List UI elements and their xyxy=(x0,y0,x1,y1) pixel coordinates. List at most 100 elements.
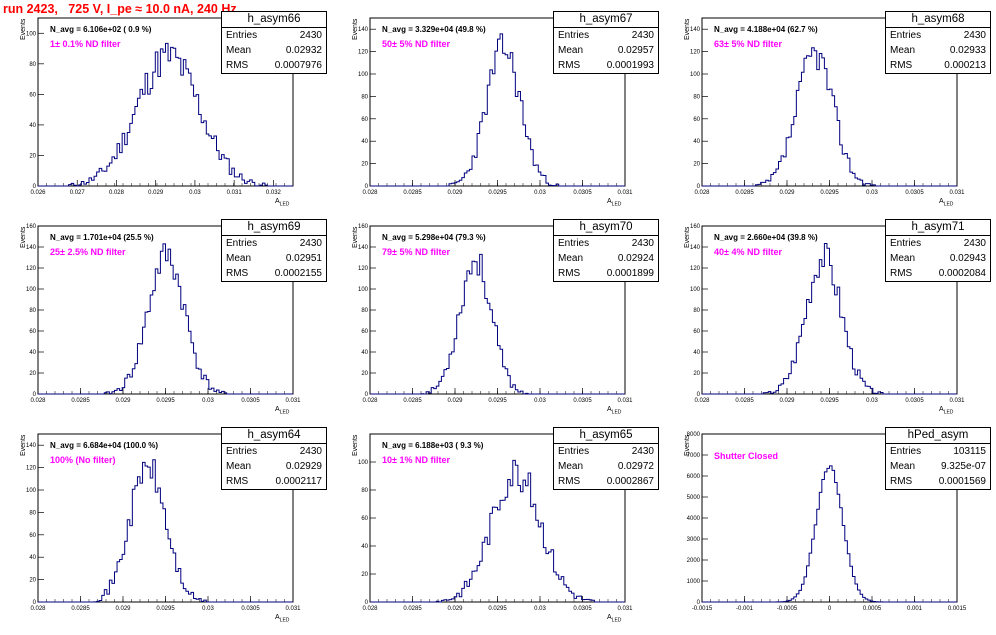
histogram-panel: 0 20 40 60 80 100 120 140 0.028 0.0285 0.029 0.0295… xyxy=(664,11,994,219)
x-tick-label: 0.0285 xyxy=(735,190,754,196)
y-axis-title: Events xyxy=(684,226,691,248)
stats-rms-value: 0.0001993 xyxy=(606,60,654,71)
stats-entries-label: Entries xyxy=(890,446,922,457)
histogram-name: h_asym68 xyxy=(886,12,990,28)
stats-row-rms: RMS 0.0002155 xyxy=(222,266,326,281)
x-tick-label: 0.031 xyxy=(617,606,633,612)
histogram-name: h_asym65 xyxy=(554,428,658,444)
histogram-series xyxy=(38,459,293,603)
x-tick-label: -0.0005 xyxy=(777,606,798,612)
stats-row-entries: Entries 2430 xyxy=(886,28,990,43)
x-tick-label: 0.03 xyxy=(189,190,201,196)
x-tick-label: 0.0285 xyxy=(735,398,754,404)
filter-label: 79± 5% ND filter xyxy=(382,247,450,257)
x-tick-label: 0.0305 xyxy=(241,398,260,404)
x-tick-label: -0.001 xyxy=(736,606,754,612)
histogram-name: hPed_asym xyxy=(886,428,990,444)
x-tick-label: 0.03 xyxy=(202,398,214,404)
filter-label: 50± 5% ND filter xyxy=(382,39,450,49)
x-tick-label: 0.001 xyxy=(907,606,923,612)
y-tick-label: 40 xyxy=(361,350,368,356)
histogram-series xyxy=(38,243,293,395)
histogram-plot: 0 20 40 60 80 100 120 140 0.028 0.0285 0.029 0.0295… xyxy=(690,17,965,196)
x-tick-label: 0.032 xyxy=(266,190,282,196)
histogram-plot: 0 20 40 60 80 100 120 140 0.028 0.0285 0.029 0.0295… xyxy=(26,433,301,612)
stats-rms-value: 0.0001569 xyxy=(938,476,986,487)
stats-row-mean: Mean 0.02972 xyxy=(554,459,658,474)
stats-row-rms: RMS 0.0002867 xyxy=(554,474,658,489)
histogram-name: h_asym67 xyxy=(554,12,658,28)
y-tick-label: 60 xyxy=(693,117,700,123)
y-tick-label: 140 xyxy=(690,27,701,33)
x-tick-label: 0.027 xyxy=(70,190,86,196)
y-tick-label: 80 xyxy=(29,510,36,516)
stats-mean-label: Mean xyxy=(226,253,252,264)
stats-row-entries: Entries 2430 xyxy=(554,28,658,43)
stats-entries-value: 2430 xyxy=(963,238,986,249)
stats-row-mean: Mean 0.02932 xyxy=(222,43,326,58)
stats-row-mean: Mean 0.02933 xyxy=(886,43,990,58)
y-tick-label: 100 xyxy=(26,31,37,37)
y-tick-label: 160 xyxy=(358,224,369,230)
y-tick-label: 100 xyxy=(358,287,369,293)
histogram-series xyxy=(370,253,625,395)
y-tick-label: 60 xyxy=(693,329,700,335)
x-tick-label: 0.0295 xyxy=(156,398,175,404)
stats-box: h_asym66 Entries 2430 Mean 0.02932 RMS 0.00079… xyxy=(221,11,327,74)
stats-entries-label: Entries xyxy=(558,30,590,41)
stats-row-entries: Entries 2430 xyxy=(554,236,658,251)
histogram-series xyxy=(370,459,625,603)
x-axis-title-main: A xyxy=(607,614,612,621)
y-tick-label: 140 xyxy=(358,245,369,251)
y-tick-label: 100 xyxy=(690,72,701,78)
x-tick-label: 0.028 xyxy=(30,398,46,404)
histogram-panel: 0 20 40 60 80 100 120 140 160 0.028 0.0285 0.029 0.0… xyxy=(0,219,330,427)
stats-box: h_asym67 Entries 2430 Mean 0.02957 RMS 0.00019… xyxy=(553,11,659,74)
stats-entries-label: Entries xyxy=(558,238,590,249)
y-tick-label: 60 xyxy=(361,516,368,522)
x-axis-title-sub: LED xyxy=(611,409,622,416)
x-tick-label: 0.0295 xyxy=(820,398,839,404)
stats-entries-label: Entries xyxy=(226,238,258,249)
stats-box: hPed_asym Entries 103115 Mean 9.325e-07 RMS 0.… xyxy=(885,427,991,490)
x-tick-label: 0.029 xyxy=(148,190,164,196)
stats-entries-label: Entries xyxy=(226,30,258,41)
x-axis-title-main: A xyxy=(275,198,280,205)
y-tick-label: 120 xyxy=(358,266,369,272)
x-tick-label: -0.0015 xyxy=(692,606,713,612)
y-tick-label: 80 xyxy=(361,94,368,100)
y-tick-label: 100 xyxy=(26,287,37,293)
stats-mean-value: 0.02951 xyxy=(285,253,322,264)
y-tick-label: 8000 xyxy=(687,432,701,438)
x-tick-label: 0.029 xyxy=(447,190,463,196)
stats-mean-value: 9.325e-07 xyxy=(940,461,986,472)
y-tick-label: 160 xyxy=(26,224,37,230)
y-tick-label: 100 xyxy=(358,72,369,78)
stats-rms-value: 0.000213 xyxy=(944,60,986,71)
y-tick-label: 40 xyxy=(693,139,700,145)
stats-row-mean: Mean 0.02951 xyxy=(222,251,326,266)
y-tick-label: 140 xyxy=(26,245,37,251)
stats-entries-label: Entries xyxy=(890,238,922,249)
stats-mean-value: 0.02929 xyxy=(285,461,322,472)
x-axis-title: ALED xyxy=(607,614,621,623)
stats-mean-label: Mean xyxy=(226,461,252,472)
y-tick-label: 80 xyxy=(693,94,700,100)
stats-mean-value: 0.02943 xyxy=(949,253,986,264)
y-tick-label: 100 xyxy=(26,488,37,494)
filter-label: Shutter Closed xyxy=(714,451,779,461)
stats-row-rms: RMS 0.0007976 xyxy=(222,58,326,73)
histogram-panel: 0 20 40 60 80 100 120 140 160 0.028 0.0285 0.029 0.0… xyxy=(332,219,662,427)
filter-label: 25± 2.5% ND filter xyxy=(50,247,126,257)
stats-rms-label: RMS xyxy=(226,60,249,71)
stats-mean-label: Mean xyxy=(890,461,916,472)
navg-label: N_avg = 1.701e+04 (25.5 %) xyxy=(50,233,154,242)
x-tick-label: 0.0305 xyxy=(573,398,592,404)
histogram-series xyxy=(702,465,957,603)
x-tick-label: 0 xyxy=(828,606,832,612)
x-tick-label: 0.029 xyxy=(115,398,131,404)
navg-label: N_avg = 6.188e+03 ( 9.3 %) xyxy=(382,441,484,450)
y-tick-label: 20 xyxy=(29,371,36,377)
navg-label: N_avg = 2.660e+04 (39.8 %) xyxy=(714,233,818,242)
histogram-panel: 0 20 40 60 80 100 0.026 0.027 0.028 0.029 0.03 0.03… xyxy=(0,11,330,219)
